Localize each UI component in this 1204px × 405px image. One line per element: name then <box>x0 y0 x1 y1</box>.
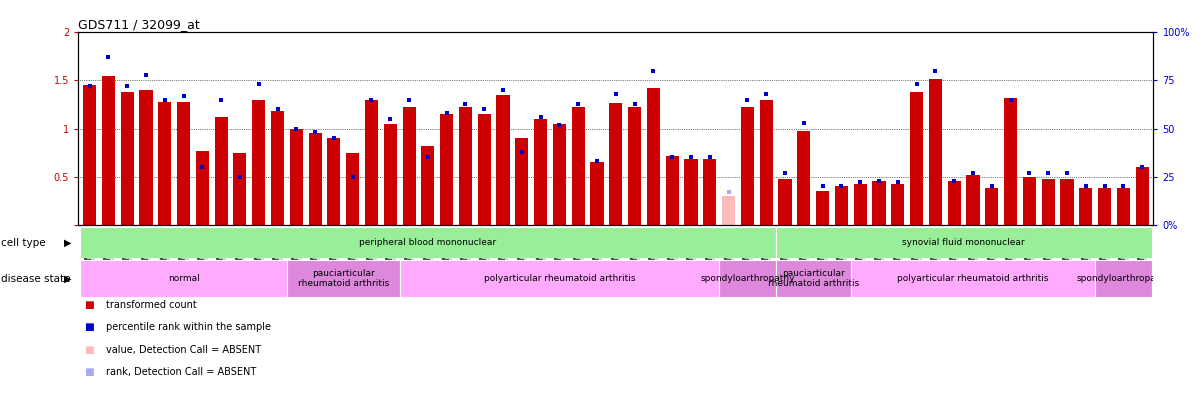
Bar <box>83 85 96 225</box>
Text: peripheral blood mononuclear: peripheral blood mononuclear <box>359 238 496 247</box>
Bar <box>760 100 773 225</box>
Bar <box>985 188 998 225</box>
Text: ■: ■ <box>84 322 94 332</box>
Bar <box>515 138 529 225</box>
Bar <box>719 260 775 297</box>
Bar <box>740 107 754 225</box>
Bar <box>271 111 284 225</box>
Bar <box>177 102 190 225</box>
Text: percentile rank within the sample: percentile rank within the sample <box>106 322 271 332</box>
Bar <box>572 107 585 225</box>
Bar <box>287 260 400 297</box>
Text: ▶: ▶ <box>64 274 71 284</box>
Bar <box>140 90 153 225</box>
Bar <box>775 227 1151 258</box>
Bar <box>1022 177 1035 225</box>
Bar <box>1061 179 1074 225</box>
Bar <box>535 119 548 225</box>
Bar <box>854 184 867 225</box>
Bar <box>421 146 435 225</box>
Text: pauciarticular
rheumatoid arthritis: pauciarticular rheumatoid arthritis <box>768 269 858 288</box>
Bar <box>102 76 114 225</box>
Text: ■: ■ <box>84 345 94 354</box>
Bar <box>1135 167 1149 225</box>
Bar <box>891 184 904 225</box>
Bar <box>553 124 566 225</box>
Bar <box>196 151 209 225</box>
Text: cell type: cell type <box>1 238 46 247</box>
Bar <box>365 100 378 225</box>
Bar <box>928 79 942 225</box>
Bar <box>948 181 961 225</box>
Bar <box>308 133 321 225</box>
Text: rank, Detection Call = ABSENT: rank, Detection Call = ABSENT <box>106 367 256 377</box>
Bar <box>327 138 341 225</box>
Bar <box>384 124 397 225</box>
Bar <box>1096 260 1151 297</box>
Bar <box>816 191 830 225</box>
Bar <box>1004 98 1017 225</box>
Bar <box>834 186 848 225</box>
Text: polyarticular rheumatoid arthritis: polyarticular rheumatoid arthritis <box>484 274 636 283</box>
Text: spondyloarthropathy: spondyloarthropathy <box>1076 274 1170 283</box>
Text: polyarticular rheumatoid arthritis: polyarticular rheumatoid arthritis <box>897 274 1049 283</box>
Text: synovial fluid mononuclear: synovial fluid mononuclear <box>902 238 1025 247</box>
Bar <box>779 179 791 225</box>
Bar <box>120 92 134 225</box>
Bar <box>628 107 642 225</box>
Bar <box>496 95 509 225</box>
Bar <box>252 100 265 225</box>
Bar <box>1041 179 1055 225</box>
Bar <box>684 160 697 225</box>
Bar <box>402 107 415 225</box>
Bar <box>441 114 453 225</box>
Bar <box>967 175 980 225</box>
Bar <box>609 102 622 225</box>
Bar <box>290 129 303 225</box>
Bar <box>459 107 472 225</box>
Bar <box>478 114 491 225</box>
Bar <box>1117 188 1129 225</box>
Bar <box>346 153 359 225</box>
Bar <box>910 92 923 225</box>
Text: spondyloarthropathy: spondyloarthropathy <box>701 274 795 283</box>
Bar <box>1098 188 1111 225</box>
Text: ■: ■ <box>84 367 94 377</box>
Text: ■: ■ <box>84 300 94 310</box>
Text: disease state: disease state <box>1 274 71 284</box>
Bar <box>722 196 736 225</box>
Bar <box>873 181 886 225</box>
Bar <box>81 260 287 297</box>
Bar <box>214 117 228 225</box>
Bar <box>81 227 775 258</box>
Bar <box>400 260 719 297</box>
Text: value, Detection Call = ABSENT: value, Detection Call = ABSENT <box>106 345 261 354</box>
Text: GDS711 / 32099_at: GDS711 / 32099_at <box>78 18 200 31</box>
Bar <box>158 102 171 225</box>
Bar <box>666 156 679 225</box>
Bar <box>1079 188 1092 225</box>
Bar <box>234 153 247 225</box>
Bar <box>703 160 716 225</box>
Bar <box>647 88 660 225</box>
Text: transformed count: transformed count <box>106 300 196 310</box>
Text: normal: normal <box>167 274 200 283</box>
Text: pauciarticular
rheumatoid arthritis: pauciarticular rheumatoid arthritis <box>297 269 389 288</box>
Bar <box>590 162 603 225</box>
Bar <box>797 130 810 225</box>
Bar <box>851 260 1096 297</box>
Text: ▶: ▶ <box>64 238 71 247</box>
Bar <box>775 260 851 297</box>
